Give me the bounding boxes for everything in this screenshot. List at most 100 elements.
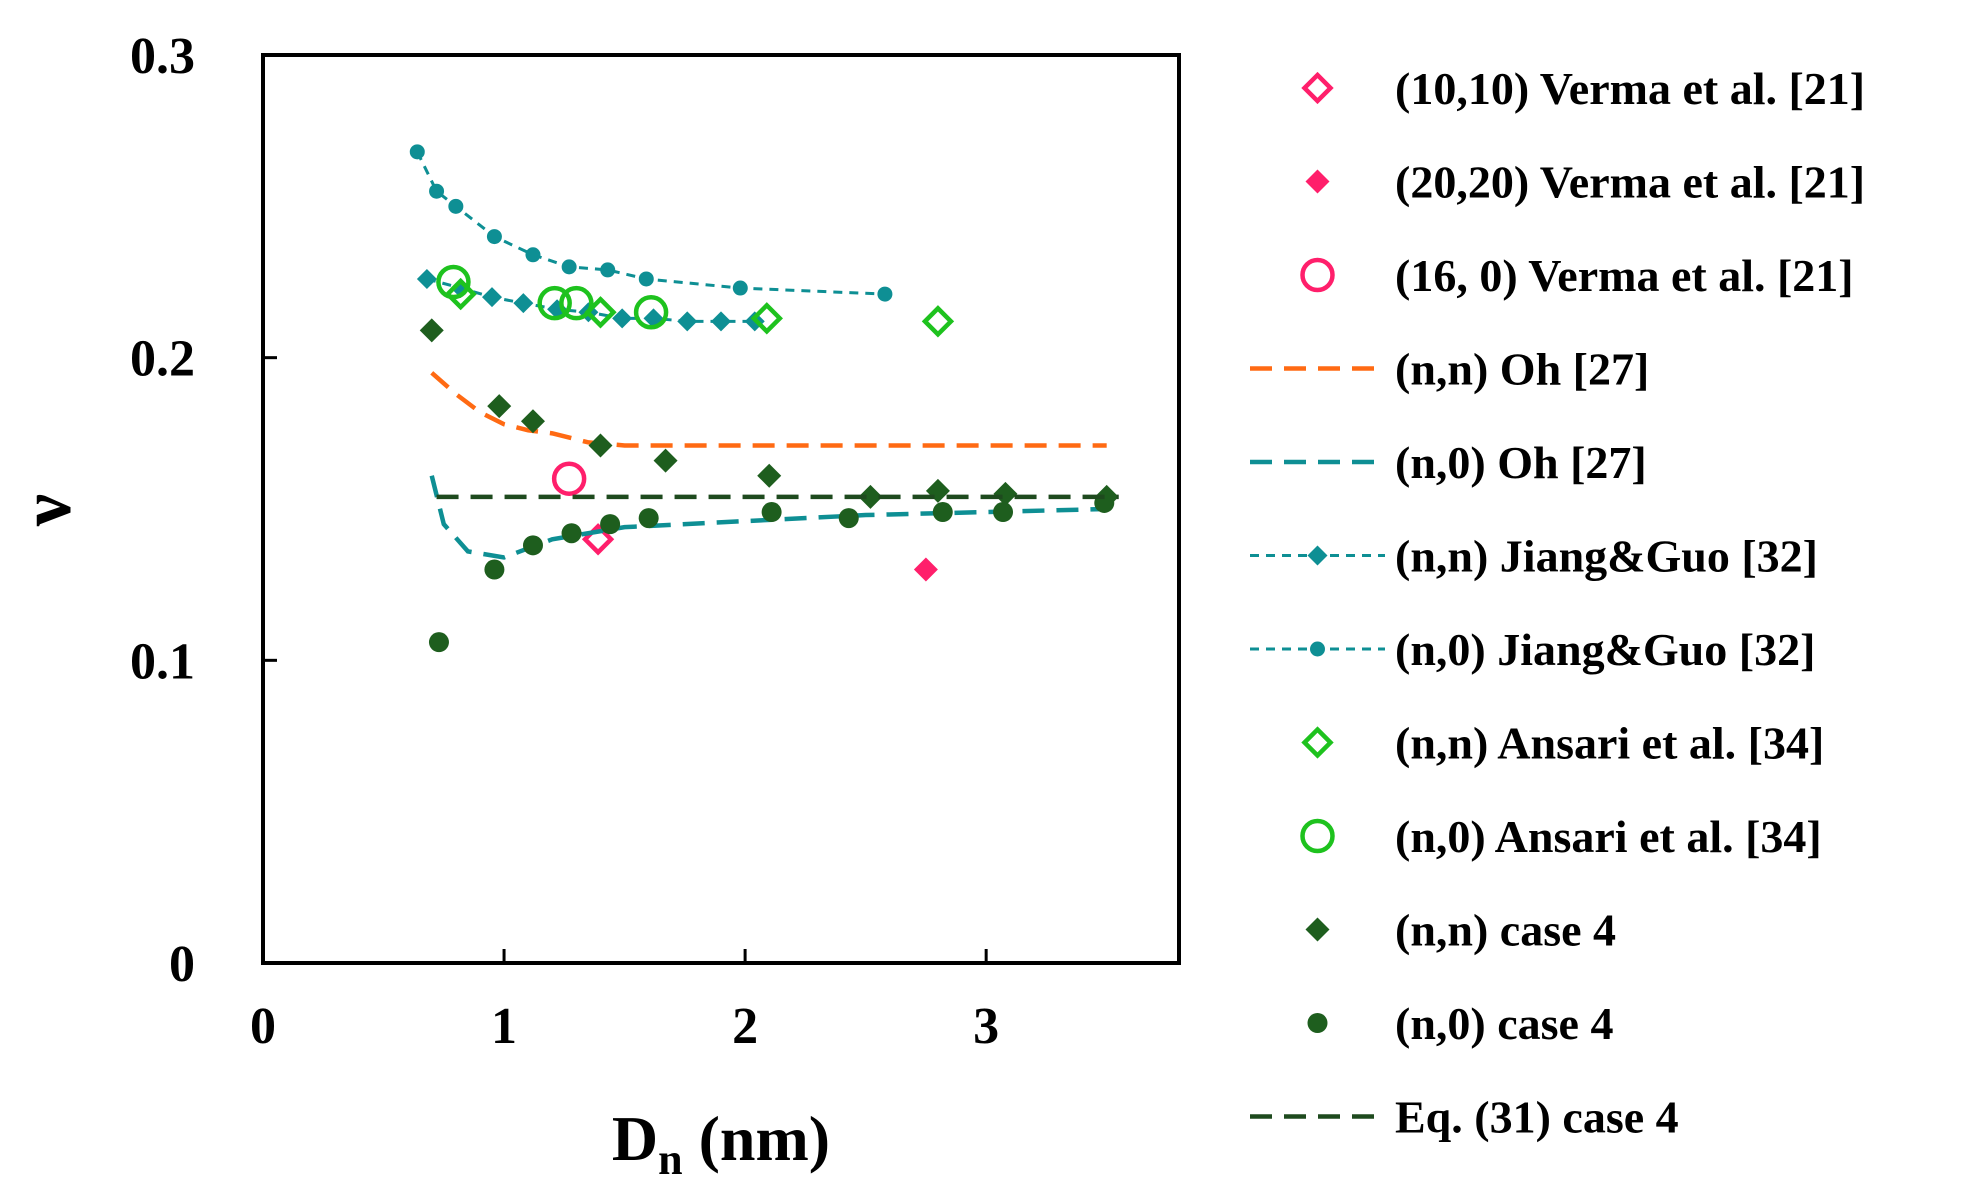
series-7	[444, 277, 955, 338]
series-2	[551, 461, 587, 496]
x-axis-title-unit: (nm)	[683, 1103, 831, 1174]
data-point	[484, 559, 505, 580]
data-point	[513, 293, 534, 314]
legend-marker	[1307, 545, 1328, 566]
y-tick-label: 0	[169, 936, 195, 993]
series-9	[419, 318, 1119, 509]
data-point	[561, 259, 577, 275]
data-point	[561, 523, 582, 544]
data-point	[925, 478, 950, 503]
data-point	[638, 271, 654, 287]
data-point	[750, 302, 783, 335]
x-axis-ticks: 0 1 2 3	[250, 949, 999, 1055]
y-axis-ticks: 0 0.1 0.2 0.3	[130, 28, 277, 993]
legend-marker	[1310, 641, 1325, 657]
data-point	[633, 295, 669, 330]
y-axis-title: ν	[6, 494, 86, 527]
data-point	[638, 508, 659, 529]
data-point	[913, 557, 938, 582]
legend-marker	[1301, 726, 1334, 759]
x-tick-label: 0	[250, 998, 276, 1055]
data-point	[537, 285, 572, 321]
data-point	[761, 502, 782, 523]
legend-item: (10,10) Verma et al. [21]	[1301, 63, 1865, 114]
legend-marker	[1307, 1013, 1328, 1033]
data-point	[711, 311, 731, 332]
legend-item: (n,n) case 4	[1305, 905, 1616, 956]
legend-label: (n,n) case 4	[1395, 905, 1616, 956]
x-tick-label: 3	[973, 998, 999, 1055]
data-point	[838, 508, 859, 529]
legend-label: (20,20) Verma et al. [21]	[1395, 157, 1865, 208]
data-point	[486, 229, 502, 245]
legend-item: (n,0) Ansari et al. [34]	[1300, 811, 1822, 862]
data-point	[522, 535, 543, 556]
plot-frame	[261, 53, 1181, 965]
series-6	[409, 144, 893, 302]
x-tick-label: 2	[732, 998, 758, 1055]
legend-label: (n,n) Oh [27]	[1395, 344, 1649, 395]
series-8	[436, 264, 669, 330]
data-point	[520, 409, 545, 434]
data-point	[993, 481, 1018, 506]
data-point	[877, 286, 893, 302]
data-point	[429, 183, 445, 199]
legend-label: (10,10) Verma et al. [21]	[1395, 63, 1865, 114]
data-point	[858, 484, 883, 509]
legend-label: (n,0) case 4	[1395, 998, 1613, 1049]
legend-label: (n,n) Ansari et al. [34]	[1395, 718, 1824, 769]
y-tick-label: 0.1	[130, 633, 195, 690]
y-tick-label: 0.3	[130, 28, 195, 85]
data-point	[436, 264, 471, 300]
plot-series	[409, 144, 1119, 653]
legend-label: Eq. (31) case 4	[1395, 1092, 1679, 1143]
legend: (10,10) Verma et al. [21] (20,20) Verma e…	[1250, 63, 1865, 1143]
data-point	[612, 308, 633, 329]
legend-marker	[1305, 917, 1330, 942]
series-10	[428, 492, 1115, 653]
legend-item: Eq. (31) case 4	[1250, 1092, 1679, 1143]
data-point	[993, 502, 1014, 523]
series-line	[415, 151, 885, 296]
legend-marker	[1300, 818, 1335, 854]
legend-label: (16, 0) Verma et al. [21]	[1395, 250, 1854, 301]
legend-marker	[1305, 169, 1330, 194]
series-line	[429, 475, 1107, 560]
x-tick-label: 1	[491, 998, 517, 1055]
legend-label: (n,n) Jiang&Guo [32]	[1395, 531, 1818, 582]
legend-item: (n,n) Jiang&Guo [32]	[1250, 531, 1818, 582]
series-3	[430, 371, 1107, 448]
data-point	[653, 448, 678, 473]
data-point	[409, 144, 425, 160]
data-point	[932, 502, 953, 523]
data-point	[677, 311, 698, 332]
data-point	[921, 305, 955, 338]
legend-item: (n,0) Oh [27]	[1250, 437, 1647, 488]
data-point	[448, 198, 464, 214]
data-point	[416, 268, 437, 289]
y-tick-label: 0.2	[130, 331, 195, 388]
series-line	[430, 371, 1107, 448]
data-point	[551, 461, 587, 496]
x-axis-title: Dn (nm)	[612, 1103, 830, 1179]
data-point	[732, 280, 748, 296]
legend-label: (n,0) Oh [27]	[1395, 437, 1647, 488]
legend-marker	[1300, 257, 1335, 293]
data-point	[600, 262, 616, 278]
data-point	[600, 514, 621, 535]
data-point	[757, 463, 782, 488]
data-point	[525, 247, 541, 263]
legend-item: (16, 0) Verma et al. [21]	[1300, 250, 1854, 301]
x-axis-title-main: D	[612, 1103, 658, 1174]
legend-label: (n,0) Ansari et al. [34]	[1395, 811, 1822, 862]
legend-label: (n,0) Jiang&Guo [32]	[1395, 624, 1815, 675]
legend-item: (n,n) Ansari et al. [34]	[1301, 718, 1824, 769]
data-point	[428, 632, 449, 653]
series-1	[913, 557, 938, 582]
data-point	[482, 287, 502, 308]
data-point	[444, 277, 477, 311]
legend-item: (n,n) Oh [27]	[1250, 344, 1649, 395]
data-point	[419, 318, 444, 343]
legend-item: (n,0) case 4	[1307, 998, 1613, 1049]
